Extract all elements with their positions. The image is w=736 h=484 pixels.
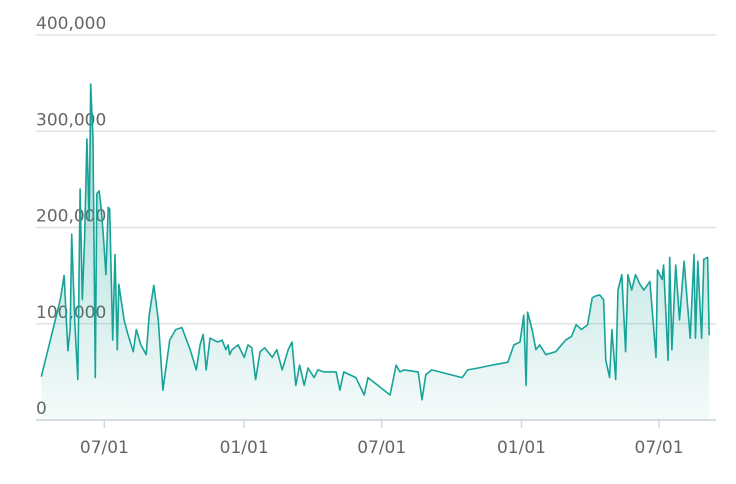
x-tick-label: 07/01 bbox=[80, 438, 129, 458]
area-fill bbox=[41, 84, 710, 420]
x-tick-label: 07/01 bbox=[357, 438, 406, 458]
x-tick-label: 07/01 bbox=[635, 438, 684, 458]
x-tick-label: 01/01 bbox=[220, 438, 269, 458]
x-tick-label: 01/01 bbox=[497, 438, 546, 458]
line bbox=[40, 83, 710, 401]
y-tick-label: 300,000 bbox=[36, 110, 106, 130]
y-tick-label: 400,000 bbox=[36, 14, 106, 34]
